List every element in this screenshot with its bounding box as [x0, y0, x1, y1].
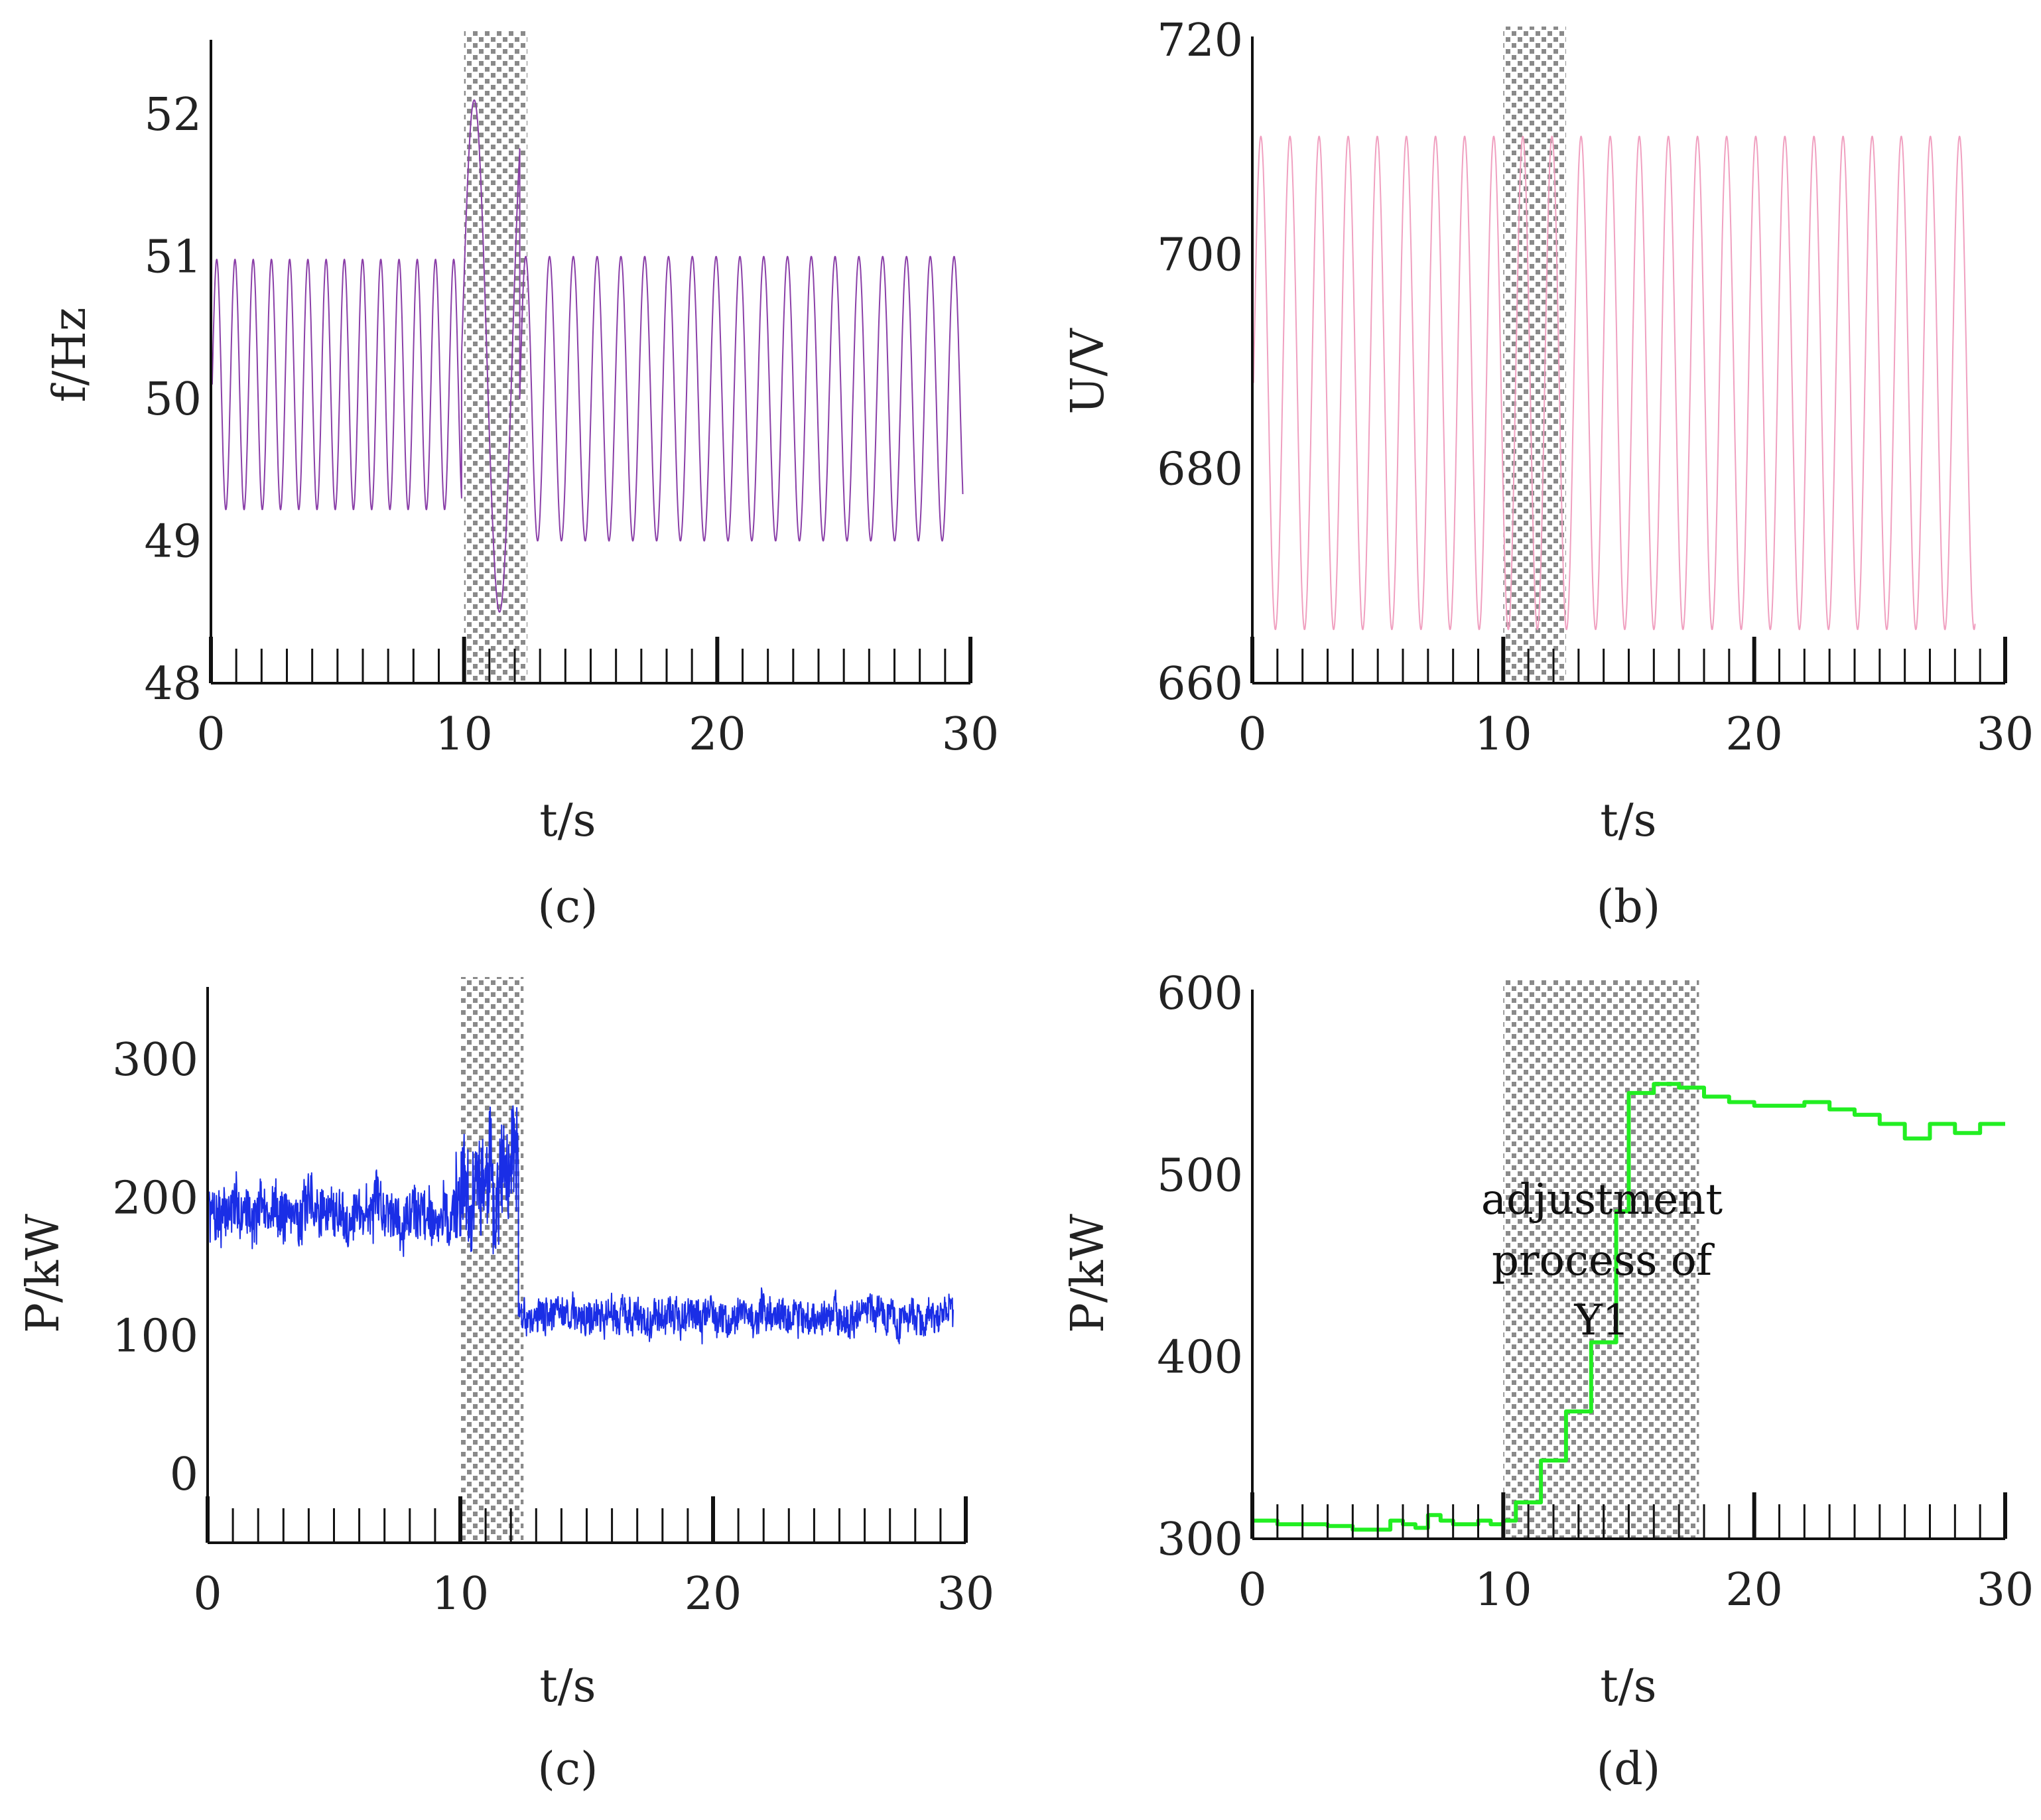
y-tick-label: 50 — [144, 373, 202, 426]
y-axis-title: P/kW — [1062, 1214, 1114, 1333]
panel-caption: (b) — [1597, 881, 1661, 933]
x-axis-title: t/s — [539, 795, 596, 847]
y-axis-title: f/Hz — [44, 307, 96, 402]
frequency-series — [211, 99, 964, 613]
series-line-P_Y1 — [1252, 1082, 2005, 1532]
panel-voltage: 0 10 20 30 660 680 700 720 U/V t/s (b) — [1062, 15, 2034, 933]
x-tick-label: 20 — [685, 1568, 742, 1620]
y-tick-label: 720 — [1157, 15, 1243, 67]
y-tick-label: 51 — [144, 231, 202, 284]
annotation-line-1: adjustment — [1481, 1175, 1723, 1224]
y1-power-series — [1252, 1082, 2005, 1532]
y-tick-label: 52 — [144, 89, 202, 141]
voltage-series — [1252, 135, 1976, 631]
y-tick-label: 400 — [1157, 1332, 1243, 1384]
x-tick-label: 30 — [1977, 1564, 2034, 1616]
series-line-U — [1252, 135, 1976, 631]
y-tick-label: 0 — [170, 1449, 198, 1501]
x-tick-label: 0 — [1238, 708, 1266, 761]
x-tick-label: 20 — [689, 708, 746, 761]
y-tick-label: 600 — [1157, 968, 1243, 1020]
highlight-region — [460, 977, 524, 1543]
panel-caption: (c) — [537, 881, 598, 933]
x-tick-label: 10 — [1475, 1564, 1532, 1616]
y-tick-label: 48 — [144, 658, 202, 710]
x-axis-title: t/s — [1600, 795, 1656, 847]
series-line-f — [211, 99, 964, 613]
x-tick-label: 30 — [1977, 708, 2034, 761]
y-tick-label: 300 — [112, 1034, 198, 1086]
y-axis-title: P/kW — [17, 1214, 70, 1333]
panel-caption: (d) — [1597, 1743, 1661, 1795]
y-tick-label: 49 — [144, 516, 202, 568]
x-tick-label: 10 — [432, 1568, 490, 1620]
x-tick-label: 0 — [1238, 1564, 1266, 1616]
x-tick-label: 10 — [1475, 708, 1532, 761]
axes-voltage: 0 10 20 30 660 680 700 720 — [1157, 15, 2034, 761]
x-tick-label: 10 — [435, 708, 493, 761]
highlight-band — [460, 977, 524, 1543]
x-axis-title: t/s — [1600, 1660, 1656, 1713]
series-line-P — [208, 1105, 954, 1344]
annotation-line-2: process of — [1492, 1236, 1715, 1285]
y-tick-label: 200 — [112, 1172, 198, 1224]
y-tick-label: 660 — [1157, 658, 1243, 710]
panel-frequency: 0 10 20 30 48 49 50 51 52 f/Hz t/s (c) — [44, 30, 999, 933]
annotation-line-3: Y1 — [1574, 1296, 1630, 1345]
y-tick-label: 500 — [1157, 1149, 1243, 1202]
x-tick-label: 0 — [196, 708, 225, 761]
axes-y1-power: 0 10 20 30 300 400 500 600 — [1157, 968, 2034, 1616]
x-tick-label: 30 — [942, 708, 1000, 761]
y-tick-label: 100 — [112, 1311, 198, 1363]
x-tick-label: 0 — [193, 1568, 222, 1620]
panel-caption: (c) — [537, 1743, 598, 1795]
x-tick-label: 20 — [1725, 708, 1783, 761]
x-axis-title: t/s — [539, 1660, 596, 1713]
y-tick-label: 680 — [1157, 444, 1243, 496]
x-tick-label: 20 — [1725, 1564, 1783, 1616]
highlight-region — [1503, 980, 1699, 1539]
y-axis-title: U/V — [1062, 327, 1114, 414]
highlight-band — [1503, 980, 1699, 1539]
power-load-series — [208, 1105, 954, 1344]
panel-y1-power: 0 10 20 30 300 400 500 600 P/kW t/s (d) adjustm… — [1062, 968, 2034, 1795]
y-tick-label: 300 — [1157, 1514, 1243, 1566]
y-tick-label: 700 — [1157, 229, 1243, 281]
x-tick-label: 30 — [937, 1568, 995, 1620]
axes-frequency: 0 10 20 30 48 49 50 51 52 — [144, 40, 999, 761]
